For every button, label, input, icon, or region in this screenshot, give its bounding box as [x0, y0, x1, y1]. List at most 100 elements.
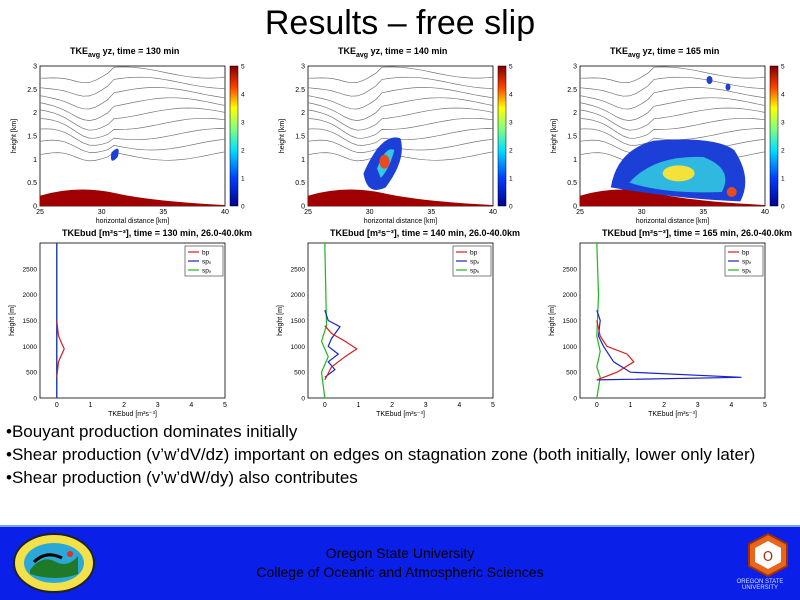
colorbar-tick-label: 5: [241, 64, 245, 71]
tkebud-line-chart: 0 1 2 3 4 5 0 500 1000 1500 2000 2500 TKEbud [m²s⁻³]…: [549, 242, 767, 418]
y-tick-label: 1.5: [567, 134, 577, 141]
tke-peak: [662, 165, 695, 182]
x-tick-label: 25: [36, 209, 44, 216]
plot-frame: [307, 65, 494, 207]
x-tick-label: 4: [457, 402, 461, 409]
y-tick-label: 2000: [23, 292, 38, 299]
x-tick-label: 3: [696, 402, 700, 409]
x-tick-label: 5: [491, 402, 495, 409]
colorbar-tick-label: 3: [509, 120, 513, 127]
y-tick-label: 2000: [291, 292, 306, 299]
contour-line: [307, 117, 494, 139]
y-axis-label: height [m]: [549, 305, 556, 336]
tke-peak: [726, 187, 737, 197]
colorbar: [229, 65, 239, 207]
legend-label: spᵥ: [202, 268, 212, 275]
x-tick-label: 35: [427, 209, 435, 216]
bullet-item: •Shear production (v’w’dV/dz) important …: [6, 445, 756, 464]
series-line-sp-w: [320, 242, 329, 399]
y-tick-label: 1.5: [27, 134, 37, 141]
legend-label: spᵥ: [470, 268, 480, 275]
terrain-ridge: [308, 189, 493, 206]
contour-line: [579, 87, 766, 110]
y-tick-label: 0: [301, 204, 305, 211]
y-tick-label: 0: [573, 204, 577, 211]
contour-line: [39, 151, 226, 162]
legend-label: spᵥ: [202, 259, 212, 266]
contour-line: [579, 117, 766, 139]
x-tick-label: 0: [323, 402, 327, 409]
x-axis-label: TKEbud [m²s⁻³]: [108, 411, 157, 418]
series-line-bp: [596, 320, 635, 381]
terrain-ridge: [40, 189, 225, 206]
tkebud-line-chart: 0 1 2 3 4 5 0 500 1000 1500 2000 2500 TKEbud [m²s⁻³]…: [277, 242, 495, 418]
contour-line: [39, 107, 226, 131]
y-tick-label: 1000: [23, 344, 38, 351]
contour-line: [39, 76, 226, 97]
legend-label: spᵥ: [742, 259, 752, 266]
x-tick-label: 0: [55, 402, 59, 409]
panel-title: TKEavg yz, time = 165 min: [610, 46, 720, 59]
y-axis-label: height [km]: [11, 119, 18, 153]
colorbar-tick-label: 2: [781, 148, 785, 155]
x-tick-label: 2: [122, 402, 126, 409]
panel-title: TKEavg yz, time = 130 min: [70, 46, 180, 59]
y-tick-label: 2: [573, 110, 577, 117]
y-tick-label: 0.5: [27, 180, 37, 187]
tkebud-panel-2: TKEbud [m²s⁻³], time = 140 min, 26.0-40.…: [268, 228, 523, 418]
tke-blob: [725, 83, 731, 91]
y-tick-label: 1: [33, 157, 37, 164]
plot-frame: [39, 65, 226, 207]
x-tick-label: 30: [366, 209, 374, 216]
x-tick-label: 2: [662, 402, 666, 409]
colorbar-tick-label: 0: [241, 204, 245, 211]
legend-label: spᵥ: [470, 259, 480, 266]
y-tick-label: 500: [294, 370, 305, 377]
tkebud-line-chart: 0 1 2 3 4 5 0 500 1000 1500 2000 2500 TKEbud [m²s⁻³]…: [9, 242, 227, 418]
y-tick-label: 0: [573, 396, 577, 403]
colorbar-tick-label: 4: [241, 92, 245, 99]
legend-label: bp: [742, 250, 750, 257]
x-tick-label: 2: [390, 402, 394, 409]
x-tick-label: 30: [98, 209, 106, 216]
colorbar-tick-label: 0: [781, 204, 785, 211]
contour-line: [307, 66, 494, 84]
x-tick-label: 5: [763, 402, 767, 409]
panel-title: TKEbud [m²s⁻³], time = 130 min, 26.0-40.…: [62, 228, 253, 238]
footer-divider: [0, 525, 800, 527]
series-line-bp: [324, 325, 358, 381]
tke-blob: [706, 76, 713, 84]
contour-line: [307, 97, 494, 121]
y-tick-label: 1: [573, 157, 577, 164]
colorbar: [497, 65, 507, 207]
colorbar-tick-label: 3: [241, 120, 245, 127]
legend-label: spᵥ: [742, 268, 752, 275]
series-line-sp-v: [596, 310, 742, 381]
x-tick-label: 1: [89, 402, 93, 409]
colorbar-tick-label: 1: [781, 176, 785, 183]
x-tick-label: 35: [699, 209, 707, 216]
x-tick-label: 4: [189, 402, 193, 409]
y-tick-label: 3: [573, 64, 577, 71]
footer-college: College of Oceanic and Atmospheric Scien…: [256, 564, 544, 580]
bullet-item: •Shear production (v’w’dW/dy) also contr…: [6, 468, 358, 487]
colorbar-tick-label: 5: [509, 64, 513, 71]
y-tick-label: 1000: [563, 344, 578, 351]
legend-label: bp: [470, 250, 478, 257]
y-tick-label: 0: [33, 204, 37, 211]
footer-university: Oregon State University: [325, 545, 475, 561]
x-tick-label: 40: [221, 209, 229, 216]
series-line-sp-w: [596, 242, 601, 399]
contour-line: [579, 76, 766, 97]
colorbar-tick-label: 1: [509, 176, 513, 183]
y-tick-label: 2500: [23, 266, 38, 273]
colorbar-tick-label: 3: [781, 120, 785, 127]
x-axis-label: TKEbud [m²s⁻³]: [648, 411, 697, 418]
slide-title: Results – free slip: [264, 4, 536, 42]
contour-line: [579, 97, 766, 121]
bullet-list: •Bouyant production dominates initially …: [6, 420, 796, 489]
colorbar-tick-label: 4: [509, 92, 513, 99]
legend-label: bp: [202, 250, 210, 257]
